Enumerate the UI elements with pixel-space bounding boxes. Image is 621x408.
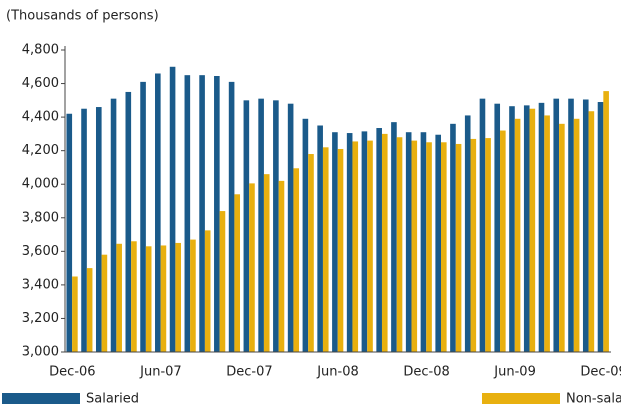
bar xyxy=(470,138,477,352)
bar xyxy=(514,118,521,353)
bar xyxy=(603,91,609,352)
bar xyxy=(509,106,515,352)
y-tick-label: 3,200 xyxy=(22,311,59,326)
bar xyxy=(494,103,501,352)
bar xyxy=(376,128,382,352)
y-tick-label: 3,000 xyxy=(22,345,59,360)
bar xyxy=(553,98,560,353)
bar xyxy=(544,115,550,352)
bar xyxy=(273,100,279,352)
bar xyxy=(420,132,427,352)
bar xyxy=(405,132,412,352)
bar xyxy=(199,75,205,353)
bar xyxy=(337,148,344,352)
x-tick-label: Jun-09 xyxy=(493,365,536,380)
bar xyxy=(479,98,486,353)
x-tick-label: Jun-07 xyxy=(139,365,182,380)
bar xyxy=(573,118,580,353)
bar xyxy=(308,154,314,352)
bar xyxy=(72,276,78,352)
bar xyxy=(352,141,359,352)
bar xyxy=(426,142,432,352)
y-tick-label: 4,600 xyxy=(22,76,59,91)
bar xyxy=(125,91,132,352)
bar xyxy=(361,131,368,352)
y-tick-label: 4,200 xyxy=(22,143,59,158)
x-tick-label: Jun-08 xyxy=(316,365,359,380)
bar xyxy=(582,99,589,352)
bar xyxy=(249,183,255,352)
bar xyxy=(228,81,235,352)
bar xyxy=(81,108,87,352)
bar xyxy=(523,105,530,352)
bar xyxy=(396,137,403,352)
legend-label: Non-salaried xyxy=(566,392,621,407)
bar xyxy=(485,138,491,352)
y-tick-label: 3,400 xyxy=(22,277,59,292)
bar xyxy=(450,123,456,352)
bar xyxy=(234,194,241,352)
bar xyxy=(588,111,595,352)
bar xyxy=(302,118,309,353)
y-tick-label: 4,000 xyxy=(22,177,59,192)
bar xyxy=(411,140,418,352)
bar xyxy=(278,180,285,352)
bar xyxy=(441,142,447,352)
bar xyxy=(175,242,181,352)
bar xyxy=(263,174,270,352)
bar xyxy=(287,103,294,352)
x-tick-label: Dec-09 xyxy=(580,365,621,380)
legend-label: Salaried xyxy=(86,392,139,407)
bar xyxy=(190,239,196,352)
bar xyxy=(367,140,373,352)
bar xyxy=(86,268,93,352)
bar xyxy=(538,102,545,352)
bar xyxy=(219,211,226,352)
bar xyxy=(317,125,323,352)
x-tick-label: Dec-07 xyxy=(226,365,272,380)
legend-swatch xyxy=(482,393,560,404)
bar xyxy=(66,113,73,352)
bar xyxy=(95,107,102,353)
bar xyxy=(332,132,338,352)
x-tick-label: Dec-06 xyxy=(49,365,95,380)
bar xyxy=(381,133,388,352)
bar xyxy=(131,241,137,352)
y-tick-label: 4,400 xyxy=(22,110,59,125)
y-tick-label: 3,600 xyxy=(22,244,59,259)
bar xyxy=(293,168,300,352)
bar xyxy=(559,123,565,352)
bar xyxy=(243,100,250,352)
bar xyxy=(322,147,329,352)
bar xyxy=(204,230,211,352)
bar xyxy=(116,243,122,352)
bar xyxy=(140,81,146,352)
y-tick-label: 4,800 xyxy=(22,43,59,58)
bar xyxy=(568,98,574,353)
x-tick-label: Dec-08 xyxy=(403,365,449,380)
bar xyxy=(435,134,442,352)
bar xyxy=(160,245,167,352)
bar xyxy=(391,122,397,353)
bar xyxy=(214,76,220,352)
bar xyxy=(455,143,462,352)
bar xyxy=(184,75,191,353)
bar xyxy=(155,73,161,352)
bar xyxy=(500,130,506,352)
bar xyxy=(597,102,604,352)
legend-swatch xyxy=(2,393,80,404)
bar xyxy=(101,254,108,352)
bar xyxy=(110,98,117,353)
bar xyxy=(529,108,536,352)
bar xyxy=(346,133,353,352)
bar xyxy=(169,66,176,353)
bar xyxy=(258,98,264,353)
y-tick-label: 3,800 xyxy=(22,210,59,225)
bar xyxy=(145,246,152,352)
bar xyxy=(464,115,471,352)
chart-title: (Thousands of persons) xyxy=(6,9,159,24)
